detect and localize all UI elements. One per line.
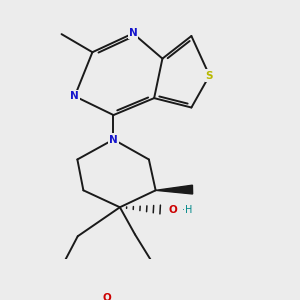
Text: N: N [129,28,137,38]
Text: O: O [169,205,177,214]
Text: N: N [70,91,79,101]
Text: ·H: ·H [182,205,193,214]
Text: O: O [102,292,111,300]
Polygon shape [156,185,193,194]
Text: N: N [109,134,118,145]
Text: S: S [206,70,213,80]
